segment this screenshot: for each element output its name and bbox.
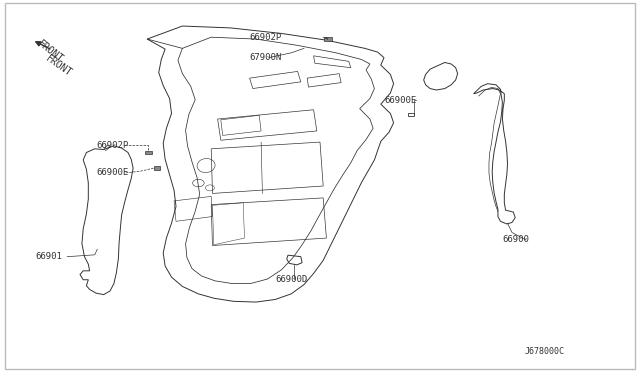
Text: J678000C: J678000C: [525, 347, 564, 356]
Bar: [408, 113, 414, 116]
Text: 66902P: 66902P: [96, 141, 128, 150]
Text: 66900E: 66900E: [96, 169, 128, 177]
Bar: [154, 166, 160, 170]
Text: 66900: 66900: [502, 235, 529, 244]
Bar: [324, 37, 332, 41]
Text: 66901: 66901: [35, 252, 62, 261]
Text: 66900D: 66900D: [275, 275, 307, 283]
Text: 66900E: 66900E: [384, 96, 416, 105]
Text: 66902P: 66902P: [250, 33, 282, 42]
Text: 67900N: 67900N: [250, 53, 282, 62]
Text: FRONT: FRONT: [44, 54, 74, 79]
Bar: [145, 151, 152, 154]
Text: FRONT: FRONT: [35, 38, 65, 64]
